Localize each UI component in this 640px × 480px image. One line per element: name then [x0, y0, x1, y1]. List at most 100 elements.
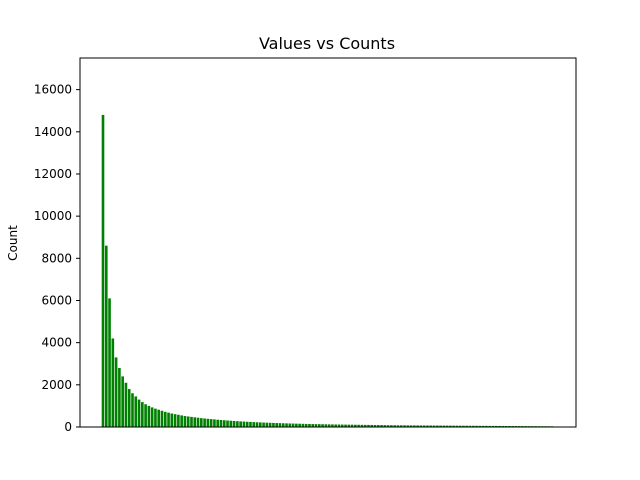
- bar: [478, 425, 482, 427]
- bar: [216, 419, 220, 427]
- bar: [232, 420, 236, 427]
- y-tick-label: 0: [64, 420, 72, 434]
- bar: [275, 423, 279, 427]
- bar: [141, 402, 144, 427]
- bar: [354, 424, 357, 427]
- bar: [472, 425, 475, 427]
- bar: [262, 422, 265, 427]
- bar: [190, 416, 193, 427]
- bar: [370, 424, 374, 427]
- bar: [144, 404, 147, 427]
- bar: [137, 399, 141, 427]
- bar: [445, 425, 449, 427]
- bar: [229, 420, 233, 427]
- bar: [252, 422, 256, 427]
- bar: [147, 405, 151, 427]
- bar: [324, 424, 328, 427]
- bar: [196, 417, 200, 427]
- bar: [462, 425, 465, 427]
- bar: [121, 376, 124, 427]
- bar: [432, 425, 436, 427]
- bar: [396, 425, 400, 427]
- bar: [272, 422, 275, 427]
- bar: [108, 298, 111, 427]
- bar: [177, 414, 180, 427]
- y-tick-label: 14000: [34, 125, 72, 139]
- bar: [383, 425, 387, 427]
- bar: [491, 425, 495, 427]
- bar: [124, 382, 128, 427]
- bar: [127, 389, 131, 427]
- bar: [350, 424, 354, 427]
- bar: [409, 425, 413, 427]
- y-tick-label: 16000: [34, 83, 72, 97]
- bar: [249, 421, 252, 427]
- bar: [255, 422, 259, 427]
- bar: [245, 421, 249, 427]
- bar: [308, 423, 311, 427]
- bar: [360, 424, 364, 427]
- bar: [327, 424, 331, 427]
- bar: [200, 418, 203, 427]
- bar: [337, 424, 341, 427]
- bar: [291, 423, 295, 427]
- y-axis: 0 2000 4000 6000 8000 10000 12000 14000 16000: [34, 83, 80, 434]
- bar: [380, 425, 383, 427]
- bar: [321, 424, 324, 427]
- bar: [167, 412, 170, 427]
- bar: [449, 425, 452, 427]
- bar: [278, 423, 282, 427]
- bar: [301, 423, 305, 427]
- bar: [170, 413, 174, 427]
- bar: [475, 425, 478, 427]
- bar: [281, 423, 285, 427]
- bar: [485, 425, 488, 427]
- bar: [268, 422, 272, 427]
- bar: [288, 423, 292, 427]
- bar: [488, 425, 492, 427]
- bar: [104, 245, 108, 427]
- bar: [429, 425, 433, 427]
- bar: [465, 425, 469, 427]
- bar: [118, 367, 121, 427]
- bar: [131, 393, 134, 427]
- y-tick-label: 8000: [41, 251, 72, 265]
- bar: [304, 423, 308, 427]
- bar: [314, 424, 318, 427]
- bar: [311, 424, 315, 427]
- bar: [160, 410, 164, 427]
- bar-series: [101, 114, 554, 428]
- bar: [367, 424, 370, 427]
- bar: [173, 414, 177, 427]
- bar: [180, 415, 183, 427]
- bar: [413, 425, 416, 427]
- y-tick-label: 6000: [41, 293, 72, 307]
- bar: [265, 422, 269, 427]
- bar: [101, 114, 105, 428]
- bar: [259, 422, 262, 427]
- bar: [376, 425, 380, 427]
- bar: [498, 425, 501, 427]
- bar: [222, 420, 226, 427]
- plot-frame: [79, 57, 577, 428]
- bar: [209, 419, 213, 427]
- bar: [242, 421, 246, 427]
- bar: [468, 425, 472, 427]
- bar: [344, 424, 347, 427]
- chart-title: Values vs Counts: [259, 34, 395, 53]
- bar: [134, 396, 138, 427]
- bar: [357, 424, 360, 427]
- y-tick-label: 12000: [34, 167, 72, 181]
- bar: [318, 424, 321, 427]
- y-axis-label: Count: [6, 225, 20, 261]
- bar: [340, 424, 344, 427]
- bar: [422, 425, 426, 427]
- bar: [386, 425, 390, 427]
- bar: [501, 425, 505, 427]
- y-tick-label: 2000: [41, 378, 72, 392]
- y-tick-label: 4000: [41, 336, 72, 350]
- bar: [206, 418, 210, 427]
- bar: [236, 421, 239, 427]
